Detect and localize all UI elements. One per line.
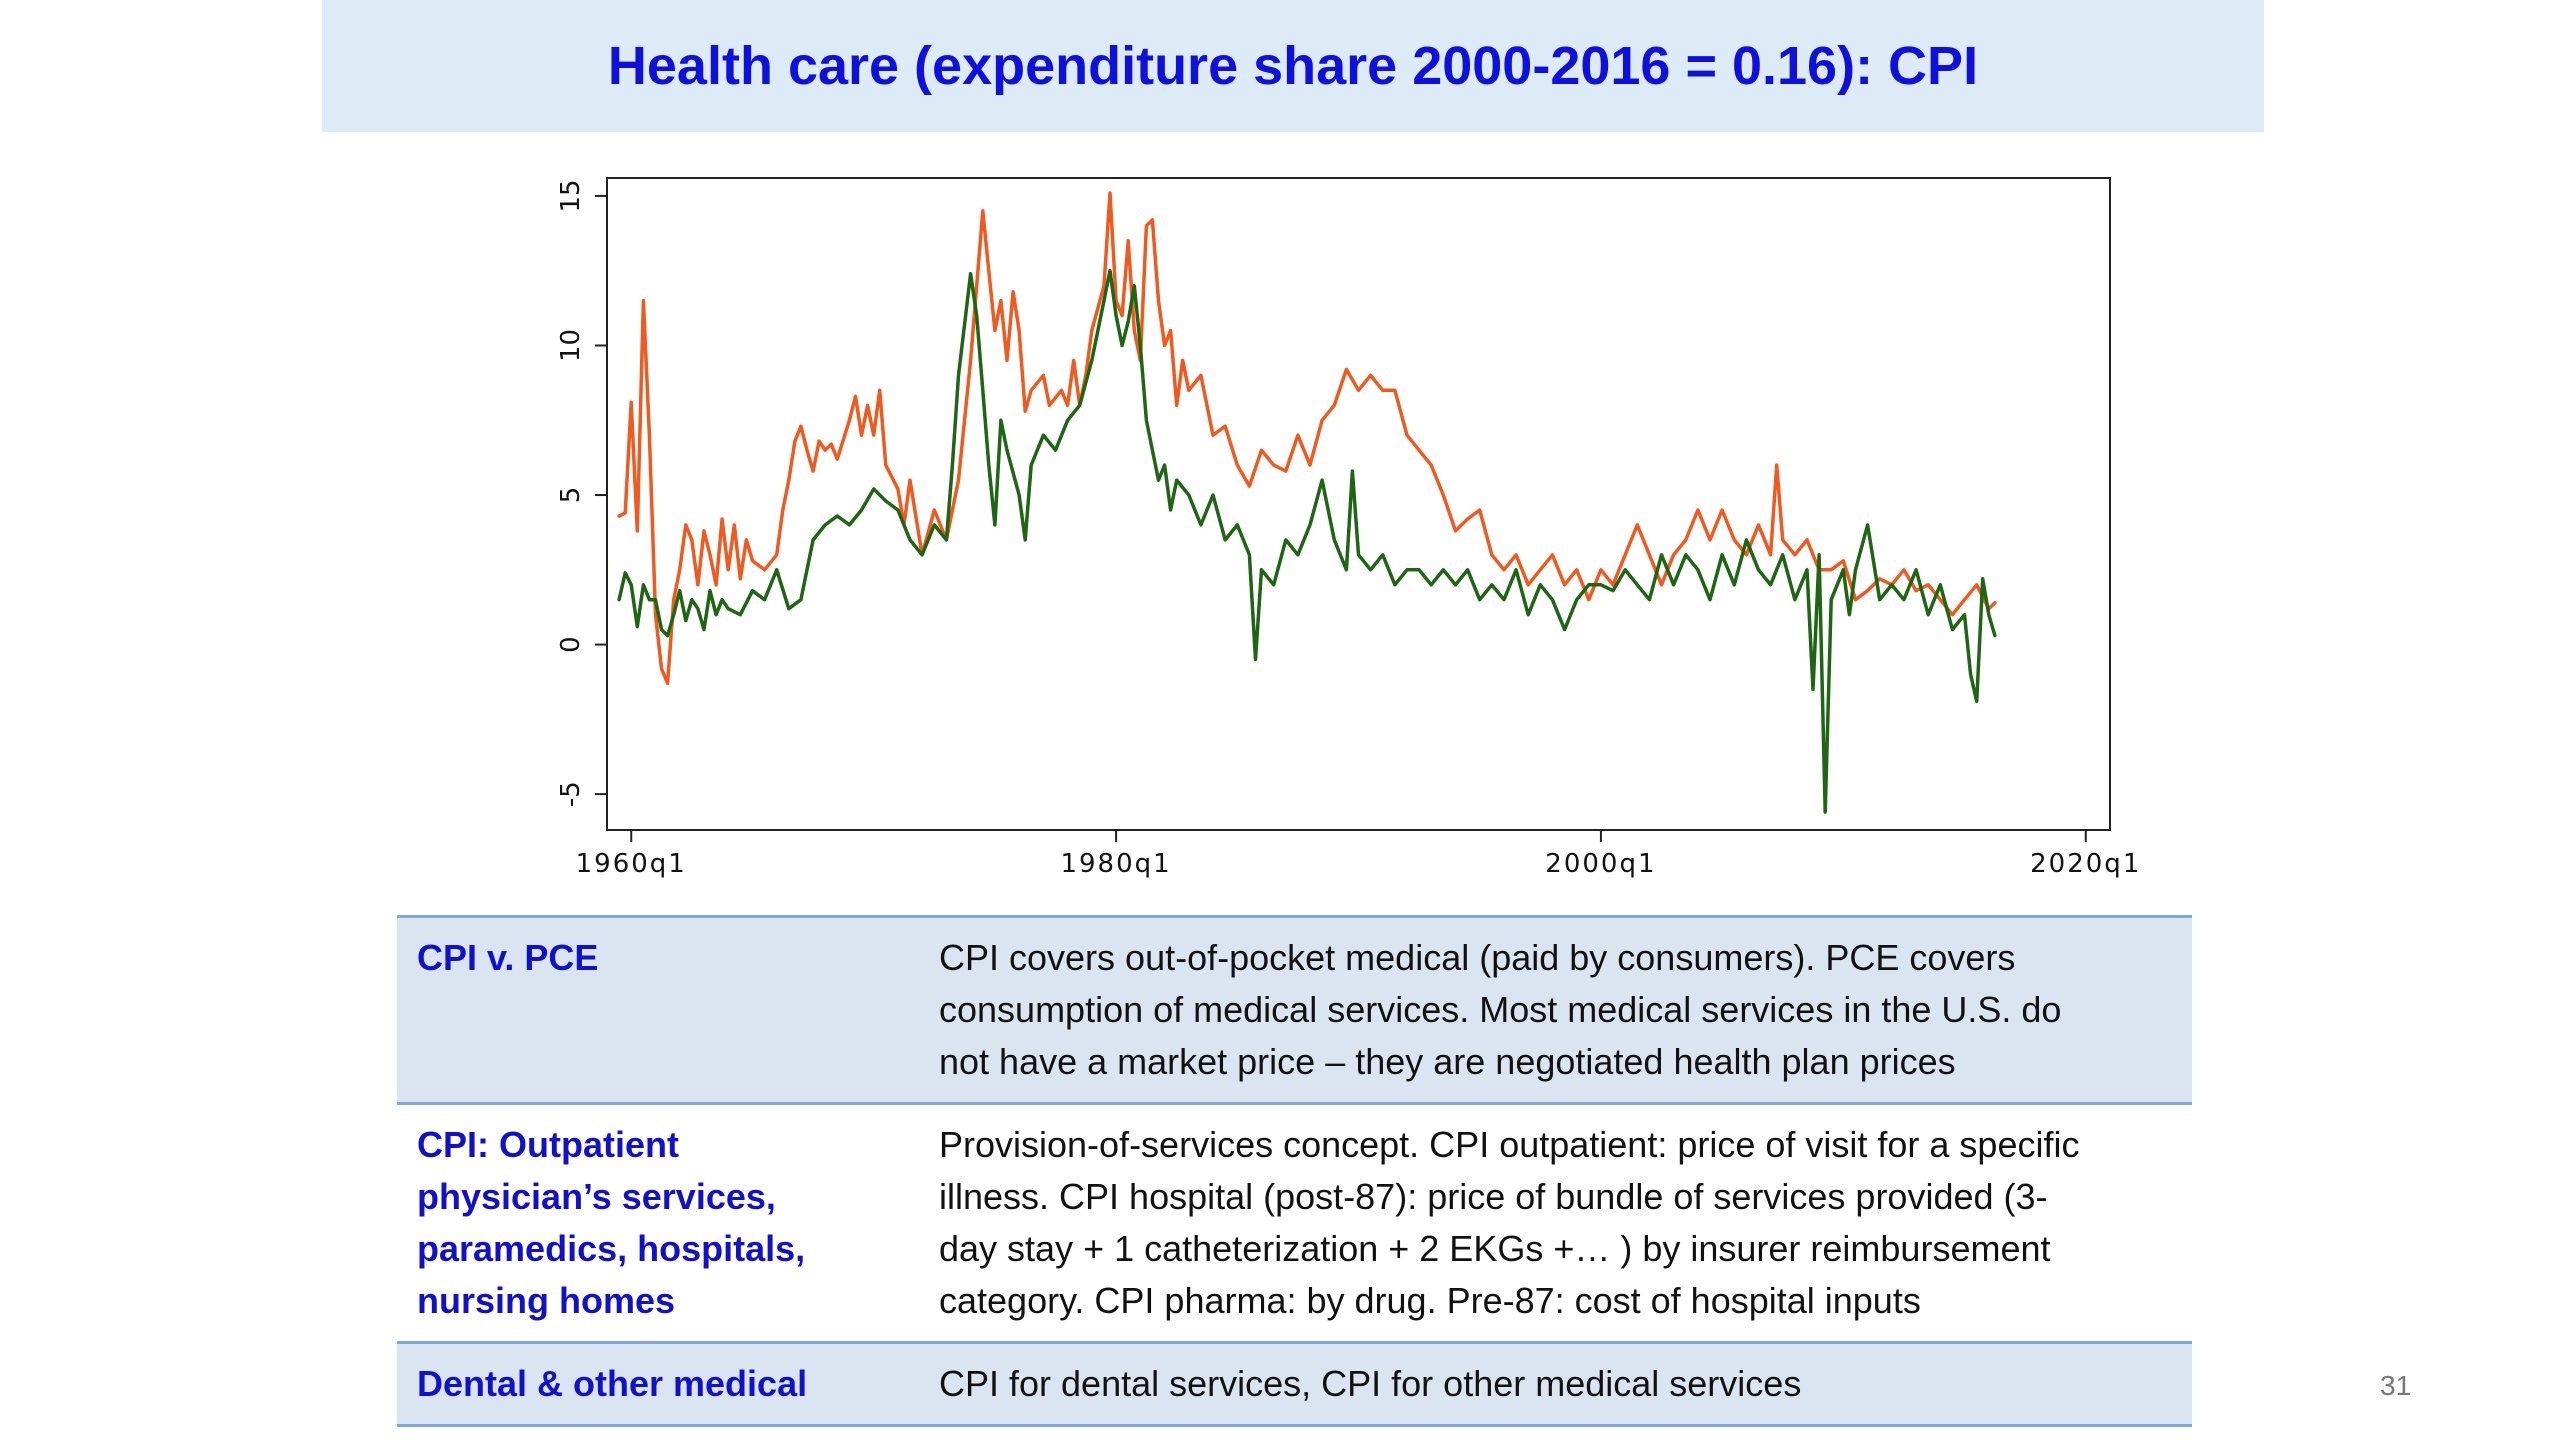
row-description-line: CPI covers out-of-pocket medical (paid b… (939, 937, 2016, 978)
table-row: CPI v. PCE CPI covers out-of-pocket medic… (397, 916, 2192, 1104)
x-tick-label: 2000q1 (1545, 849, 1656, 879)
series-line-1 (617, 191, 1997, 686)
row-description-line: consumption of medical services. Most me… (939, 989, 2062, 1030)
info-table: CPI v. PCE CPI covers out-of-pocket medic… (397, 915, 2192, 1427)
table-row: Dental & other medical CPI for dental ser… (397, 1342, 2192, 1426)
y-tick-label: 5 (556, 487, 586, 504)
y-tick-label: 15 (556, 179, 586, 212)
y-tick-label: 10 (556, 329, 586, 362)
plot-frame (606, 177, 2111, 831)
y-tick-label: 0 (556, 636, 586, 653)
cpi-line-chart: -5 0 5 10 15 1960q1 1980q1 2000q1 2020q1 (556, 177, 2141, 879)
title-bar: Health care (expenditure share 2000-2016… (322, 0, 2264, 132)
y-tick-label: -5 (556, 781, 586, 807)
row-label-line: CPI: Outpatient (417, 1124, 679, 1165)
row-description-line: day stay + 1 catheterization + 2 EKGs +…… (939, 1228, 2051, 1269)
row-description-line: Provision-of-services concept. CPI outpa… (939, 1124, 2080, 1165)
row-description-line: category. CPI pharma: by drug. Pre-87: c… (939, 1280, 1921, 1321)
page-number: 31 (2380, 1370, 2412, 1401)
row-label: CPI v. PCE (397, 917, 919, 1104)
row-description-line: illness. CPI hospital (post-87): price o… (939, 1176, 2048, 1217)
row-label-line: CPI v. PCE (417, 937, 599, 978)
row-label-line: nursing homes (417, 1280, 676, 1321)
row-label: Dental & other medical (397, 1343, 919, 1426)
x-tick-label: 1980q1 (1060, 849, 1171, 879)
row-description: Provision-of-services concept. CPI outpa… (919, 1104, 2192, 1343)
x-tick-label: 2020q1 (2030, 849, 2141, 879)
row-description: CPI covers out-of-pocket medical (paid b… (919, 917, 2192, 1104)
row-description-line: CPI for dental services, CPI for other m… (939, 1363, 1802, 1404)
row-label-line: Dental & other medical (417, 1363, 808, 1404)
row-description: CPI for dental services, CPI for other m… (919, 1343, 2192, 1426)
slide-title: Health care (expenditure share 2000-2016… (607, 36, 1979, 96)
row-label: CPI: Outpatient physician’s services, para… (397, 1104, 919, 1343)
row-label-line: physician’s services, (417, 1176, 776, 1217)
series-line-2 (617, 268, 1997, 814)
x-tick-label: 1960q1 (576, 849, 687, 879)
row-description-line: not have a market price – they are negot… (939, 1041, 1956, 1082)
table-row: CPI: Outpatient physician’s services, para… (397, 1103, 2192, 1343)
row-label-line: paramedics, hospitals, (417, 1228, 806, 1269)
